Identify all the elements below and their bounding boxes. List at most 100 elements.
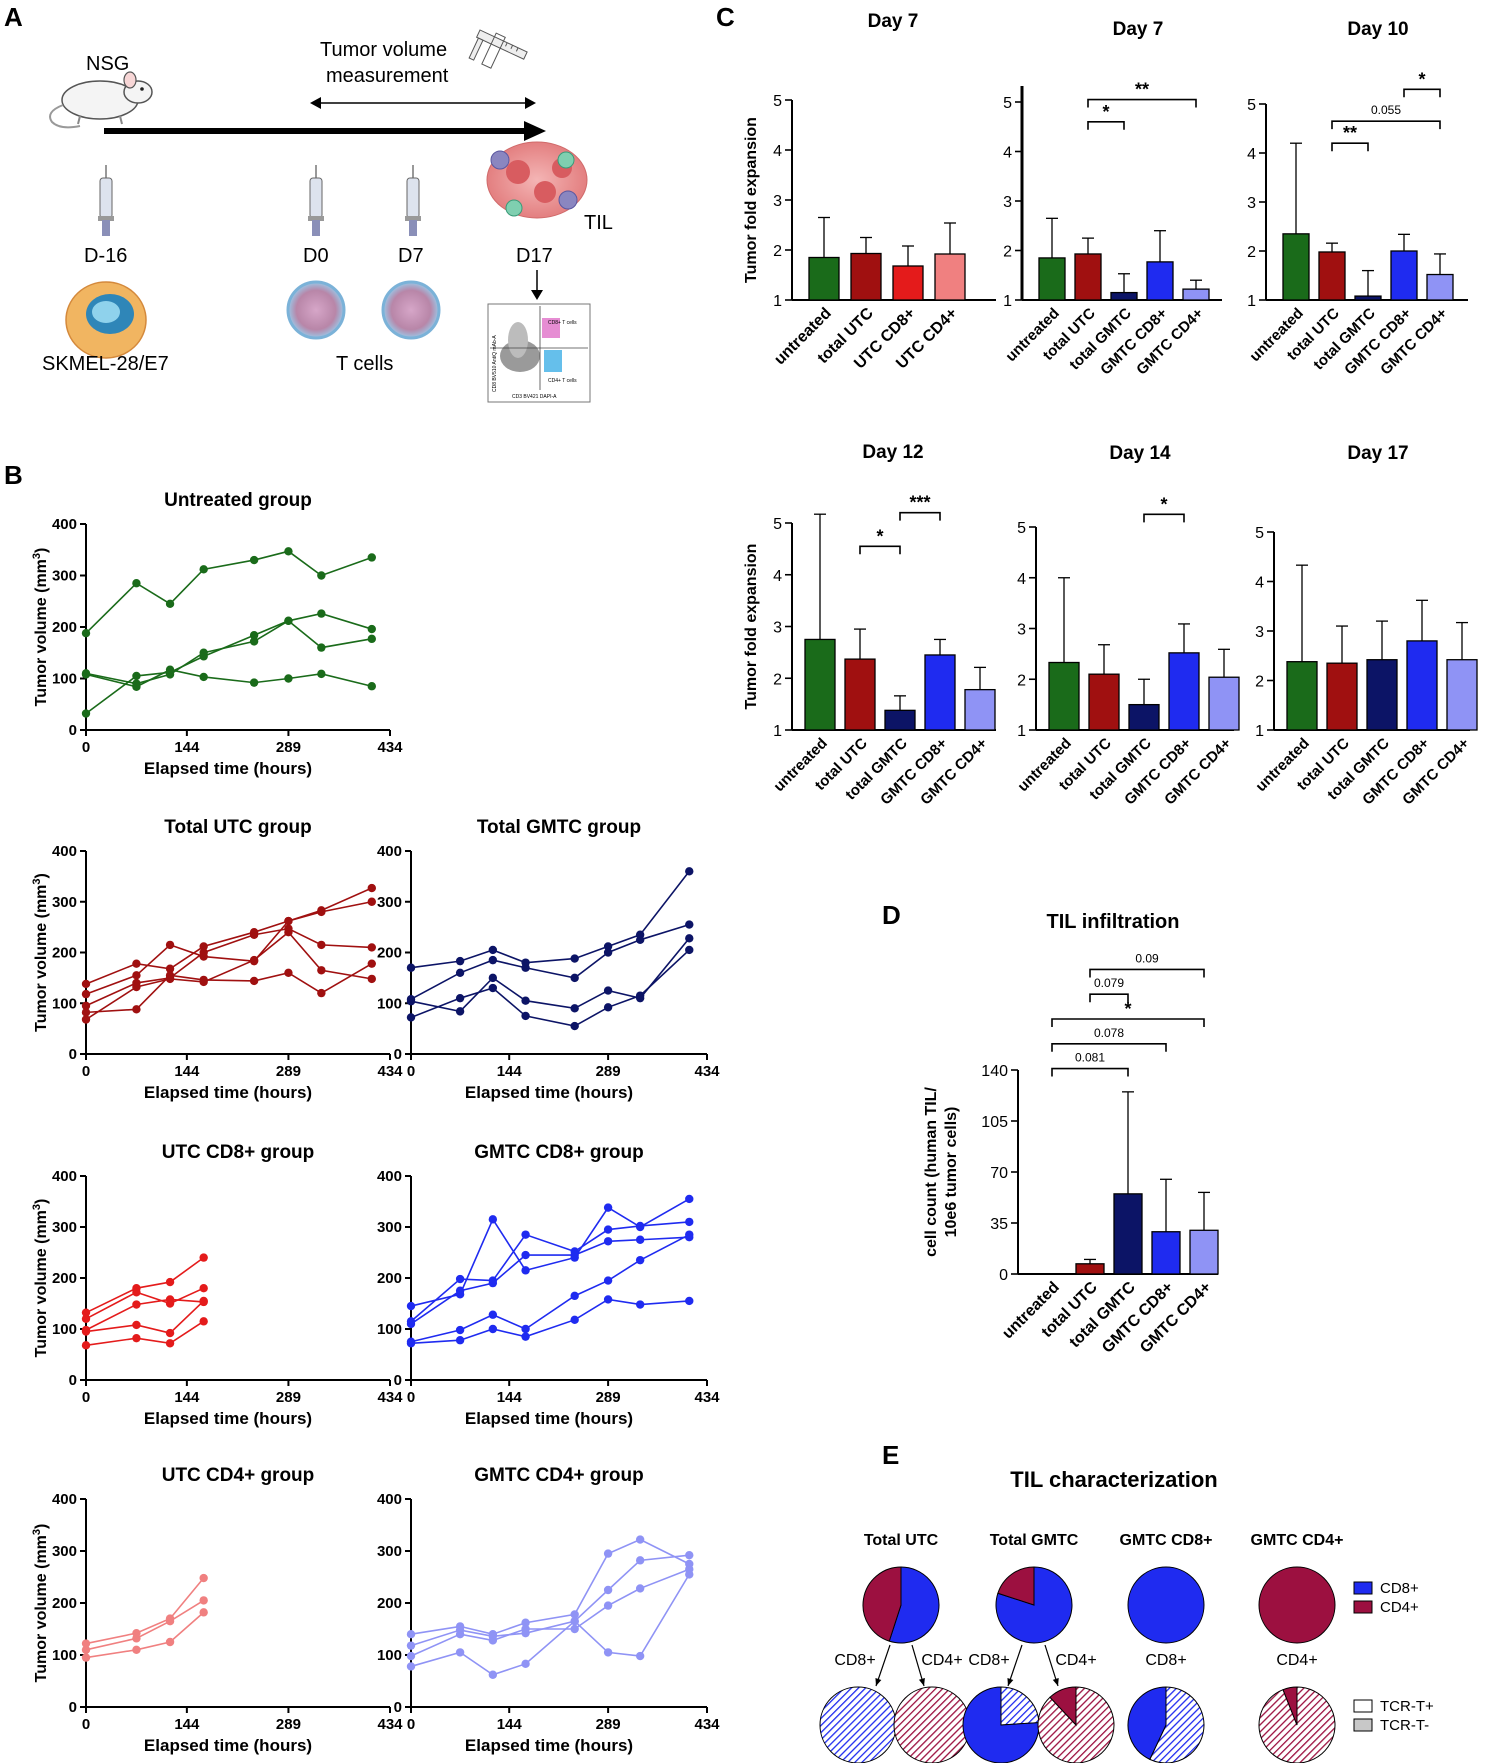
bar: [1182, 288, 1210, 301]
pie-slice: [888, 1566, 940, 1644]
x-tick-label: 144: [497, 1389, 523, 1406]
data-point: [199, 565, 208, 574]
data-point: [603, 1295, 613, 1304]
y-tick-label: 35: [990, 1216, 1008, 1233]
injection-label-d0: D0: [303, 245, 329, 267]
data-point: [132, 959, 141, 968]
legend-swatch: [1353, 1718, 1373, 1732]
y-tick-label: 400: [52, 843, 77, 860]
data-point: [570, 1021, 579, 1031]
data-point: [603, 1225, 613, 1234]
y-tick-label: 3: [1255, 624, 1264, 641]
bar: [844, 658, 876, 731]
data-point: [317, 643, 326, 652]
y-tick-label: 1: [773, 293, 782, 310]
syringe-icon: [308, 165, 324, 236]
tumor-til-icon: [486, 141, 588, 219]
data-point: [284, 616, 293, 626]
data-point: [455, 993, 465, 1003]
bar: [1074, 253, 1102, 301]
data-point: [199, 1608, 208, 1617]
series-line: [410, 1298, 690, 1345]
data-point: [521, 1624, 530, 1634]
sub-pie-label: CD4+: [921, 1652, 962, 1669]
pie-group-label: Total GMTC: [990, 1532, 1079, 1549]
data-point: [521, 1332, 530, 1341]
y-tick-label: 2: [773, 243, 782, 260]
data-point: [570, 954, 579, 963]
measurement-label-1: Tumor volume: [320, 39, 447, 61]
y-tick-label: 105: [981, 1114, 1008, 1131]
sub-pie-label: CD8+: [1145, 1652, 1186, 1669]
data-point: [455, 1007, 465, 1016]
chart-title: Day 12: [862, 442, 923, 463]
bar: [884, 709, 916, 731]
data-point: [165, 1339, 175, 1348]
panel-label-e: E: [882, 1440, 899, 1470]
x-tick-label: 289: [276, 1063, 301, 1080]
data-point: [199, 1284, 208, 1293]
x-tick-label: 289: [276, 1389, 301, 1406]
data-point: [406, 1301, 416, 1311]
bar: [1075, 1263, 1105, 1275]
y-tick-label: 1: [1003, 293, 1012, 310]
data-point: [249, 930, 259, 939]
x-tick-label: 0: [407, 1063, 415, 1080]
chart-title: Day 17: [1347, 443, 1408, 464]
data-point: [570, 1315, 579, 1325]
y-axis-label: Tumor volume (mm3): [31, 1199, 50, 1358]
data-point: [367, 943, 376, 952]
chart-title: TIL characterization: [1010, 1467, 1217, 1492]
data-point: [455, 1286, 465, 1295]
data-point: [165, 1637, 175, 1647]
y-tick-label: 0: [394, 1372, 402, 1389]
data-point: [603, 1648, 613, 1657]
line-chart-B-utc-cd8: UTC CD8+ group 0 100 200 300 400 0 144 289 434 Ela…: [31, 1142, 403, 1428]
data-point: [132, 982, 141, 992]
y-tick-label: 100: [52, 1647, 77, 1664]
significance-label: *: [1160, 494, 1167, 514]
y-tick-label: 3: [773, 193, 782, 210]
bar: [1151, 1231, 1181, 1275]
data-point: [367, 624, 376, 634]
arrowhead: [918, 1678, 925, 1686]
y-tick-label: 4: [1255, 575, 1264, 592]
data-point: [685, 867, 694, 876]
pie-chart-E: TIL characterization Total UTC Total GMTC G…: [819, 1467, 1434, 1763]
line-chart-B-gmtc-cd8: GMTC CD8+ group 0 100 200 300 400 0 144 289 434 El…: [377, 1142, 720, 1428]
x-tick-label: 289: [276, 1716, 301, 1733]
data-point: [603, 1549, 613, 1558]
y-tick-label: 3: [773, 620, 782, 637]
y-tick-label: 5: [773, 93, 782, 110]
data-point: [521, 963, 530, 972]
data-point: [635, 1300, 645, 1309]
series-line: [85, 1577, 205, 1645]
line-chart-B-untreated: Untreated group 0 100 200 300 400 0 144 289 434 El…: [31, 490, 403, 778]
data-point: [406, 1651, 416, 1661]
y-tick-label: 200: [377, 1595, 402, 1612]
x-tick-label: 289: [596, 1063, 621, 1080]
data-point: [521, 1266, 530, 1275]
x-tick-label: 434: [377, 739, 403, 756]
measurement-arrow-right: [525, 97, 536, 109]
x-tick-label: 0: [82, 739, 90, 756]
series-line: [410, 1221, 690, 1322]
caliper-icon: [468, 29, 528, 69]
data-point: [81, 628, 91, 638]
y-tick-label: 300: [52, 1543, 77, 1560]
pie-slice: [1127, 1566, 1205, 1644]
x-tick-label: 0: [82, 1716, 90, 1733]
data-point: [199, 672, 208, 682]
x-tick-label: 434: [377, 1389, 403, 1406]
data-point: [199, 942, 208, 951]
x-tick-label: 434: [694, 1716, 720, 1733]
x-axis-label: Elapsed time (hours): [144, 1736, 312, 1755]
data-point: [367, 553, 376, 562]
data-point: [132, 1320, 141, 1330]
y-tick-label: 5: [1003, 95, 1012, 112]
pie-slice: [862, 1566, 902, 1642]
data-point: [284, 547, 293, 556]
y-tick-label: 5: [1247, 97, 1256, 114]
series-line: [410, 923, 690, 1000]
